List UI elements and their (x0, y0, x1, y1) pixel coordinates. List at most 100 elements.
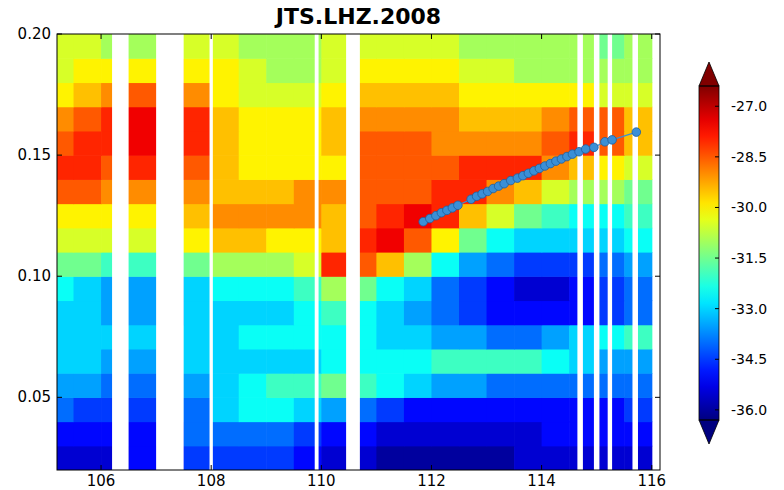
heat-cell (459, 228, 487, 253)
heat-cell (184, 58, 212, 83)
heat-cell (542, 179, 570, 204)
heat-cell (376, 349, 404, 374)
heat-cell (74, 179, 102, 204)
heat-cell (514, 252, 542, 277)
heat-cell (404, 82, 432, 107)
heat-cell (487, 373, 515, 398)
heat-cell (129, 204, 157, 229)
data-gap (608, 34, 612, 470)
heat-cell (431, 34, 459, 59)
heat-cell (57, 82, 74, 107)
heat-cell (74, 300, 102, 325)
heat-cell (569, 204, 597, 229)
heat-cell (569, 107, 597, 132)
heat-cell (211, 397, 239, 422)
heat-cell (57, 34, 74, 59)
heat-cell (514, 204, 542, 229)
heat-cell (74, 131, 102, 156)
heat-cell (514, 446, 542, 470)
heat-cell (624, 82, 652, 107)
heat-cell (431, 397, 459, 422)
heat-cell (569, 228, 597, 253)
heat-cell (184, 107, 212, 132)
heat-cell (376, 228, 404, 253)
heat-cell (57, 252, 74, 277)
heat-cell (266, 204, 294, 229)
heat-cell (266, 228, 294, 253)
x-tick (651, 34, 652, 39)
heat-cell (57, 325, 74, 350)
heat-cell (487, 34, 515, 59)
heat-cell (211, 446, 239, 470)
heat-cell (542, 373, 570, 398)
heat-cell (321, 82, 349, 107)
y-tick-label: 0.10 (18, 267, 51, 285)
dispersion-point (454, 201, 463, 210)
heat-cell (211, 300, 239, 325)
heat-cell (404, 228, 432, 253)
heat-cell (211, 252, 239, 277)
heat-cell (459, 446, 487, 470)
heat-cell (376, 155, 404, 180)
colorbar-tick (715, 409, 719, 410)
colorbar-tick (715, 359, 719, 360)
heat-cell (431, 276, 459, 301)
heat-cell (321, 155, 349, 180)
heat-cell (514, 349, 542, 374)
heat-cell (542, 397, 570, 422)
x-tick (101, 465, 102, 470)
heat-cell (431, 179, 459, 204)
heat-cell (431, 107, 459, 132)
heat-cell (321, 204, 349, 229)
heat-cell (431, 228, 459, 253)
heat-cell (514, 58, 542, 83)
heat-cell (404, 179, 432, 204)
heat-cell (487, 397, 515, 422)
heat-cell (74, 325, 102, 350)
heat-cell (542, 58, 570, 83)
heat-cell (211, 228, 239, 253)
colorbar-extend-top (699, 62, 719, 86)
heat-cell (129, 107, 157, 132)
heat-cell (487, 107, 515, 132)
heat-cell (74, 349, 102, 374)
heat-cell (404, 34, 432, 59)
heat-cell (239, 34, 267, 59)
plot-frame (57, 34, 660, 470)
colorbar-tick-label: -33.0 (731, 301, 767, 317)
x-tick-label: 112 (417, 472, 446, 490)
heat-cell (266, 300, 294, 325)
heat-cell (129, 155, 157, 180)
heat-cell (624, 252, 652, 277)
y-tick (655, 276, 660, 277)
heat-cell (542, 422, 570, 447)
heat-cell (129, 300, 157, 325)
heat-cell (569, 397, 597, 422)
x-tick (651, 465, 652, 470)
heat-cell (624, 276, 652, 301)
heat-cell (376, 300, 404, 325)
heat-cell (624, 373, 652, 398)
heat-cell (514, 131, 542, 156)
heat-cell (184, 228, 212, 253)
heat-cell (321, 349, 349, 374)
heat-cell (74, 34, 102, 59)
heat-cell (431, 82, 459, 107)
colorbar-tick-label: -28.5 (731, 149, 767, 165)
heat-cell (266, 349, 294, 374)
heat-cell (404, 422, 432, 447)
heat-cell (266, 252, 294, 277)
heat-cell (321, 179, 349, 204)
heat-cell (211, 155, 239, 180)
heat-cell (129, 325, 157, 350)
heat-cell (431, 373, 459, 398)
heat-cell (376, 325, 404, 350)
heat-cell (487, 58, 515, 83)
heat-cell (376, 131, 404, 156)
heat-cell (74, 82, 102, 107)
y-tick-label: 0.05 (18, 388, 51, 406)
heat-cell (321, 34, 349, 59)
heat-cell (239, 446, 267, 470)
heat-cell (624, 228, 652, 253)
heat-cell (211, 179, 239, 204)
